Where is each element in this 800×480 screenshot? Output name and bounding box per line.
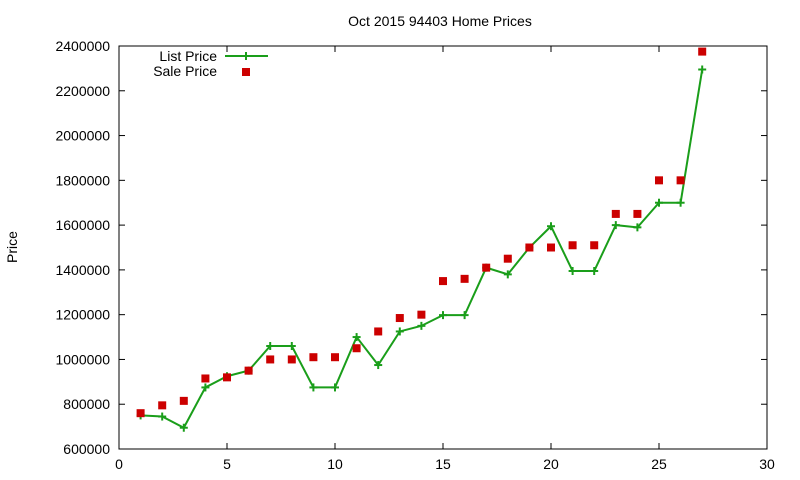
list-price-point <box>331 383 339 392</box>
sale-price-point <box>374 327 383 336</box>
x-tick-label: 5 <box>223 456 231 472</box>
y-tick-label: 600000 <box>63 441 110 457</box>
sale-price-point <box>287 355 296 364</box>
x-tick-label: 15 <box>435 456 451 472</box>
sale-price-point <box>590 241 599 250</box>
list-price-point <box>201 383 210 392</box>
list-price-point <box>655 198 663 207</box>
sale-price-point <box>503 254 512 263</box>
list-price-point <box>547 222 555 231</box>
list-price-point <box>266 342 275 351</box>
chart-title: Oct 2015 94403 Home Prices <box>348 13 532 29</box>
axis-ticks: 0 5 10 15 20 25 30 600000 800000 1000000 1200000 14… <box>55 38 775 472</box>
legend-label-sale-price: Sale Price <box>153 63 217 79</box>
sale-price-point <box>158 401 167 410</box>
sale-price-point <box>309 353 318 362</box>
sale-price-point <box>395 314 404 323</box>
x-tick-label: 0 <box>115 456 123 472</box>
list-price-point <box>611 221 620 230</box>
sale-price-point <box>223 373 231 382</box>
legend-swatch-sale-price <box>242 68 250 76</box>
sale-price-point <box>179 396 188 405</box>
legend: List Price Sale Price <box>153 48 268 79</box>
list-price-point <box>352 333 361 342</box>
y-tick-label: 2000000 <box>55 128 110 144</box>
x-tick-label: 10 <box>327 456 343 472</box>
y-tick-label: 1000000 <box>55 351 110 367</box>
sale-price-point <box>698 47 707 56</box>
sale-price-point <box>439 277 447 286</box>
list-price-point <box>698 65 707 74</box>
x-tick-label: 30 <box>759 456 775 472</box>
sale-price-point <box>547 243 555 252</box>
sale-price-point <box>352 344 361 353</box>
list-price-point <box>179 423 188 432</box>
list-price-point <box>395 327 404 336</box>
list-price-point <box>417 321 426 330</box>
sale-price-point <box>201 374 210 383</box>
sale-price-point <box>655 176 663 185</box>
list-price-point <box>460 311 469 320</box>
list-price-point <box>439 311 447 320</box>
sale-price-point <box>331 353 339 362</box>
y-tick-label: 1400000 <box>55 262 110 278</box>
sale-price-point <box>244 366 253 375</box>
y-tick-label: 2200000 <box>55 83 110 99</box>
y-tick-label: 800000 <box>63 396 110 412</box>
sale-price-point <box>482 263 491 272</box>
sale-price-point <box>460 274 469 283</box>
list-price-point <box>158 412 167 421</box>
y-axis-label: Price <box>4 231 20 263</box>
sale-price-point <box>417 310 426 319</box>
x-tick-label: 25 <box>651 456 667 472</box>
sale-price-point <box>266 355 275 364</box>
sale-price-point <box>136 409 145 418</box>
list-price-point <box>676 198 685 207</box>
y-tick-label: 2400000 <box>55 38 110 54</box>
sale-price-point <box>676 176 685 185</box>
list-price-point <box>590 267 599 276</box>
y-tick-label: 1200000 <box>55 307 110 323</box>
series-layer <box>136 47 707 432</box>
list-price-point <box>309 383 318 392</box>
sale-price-point <box>611 209 620 218</box>
list-price-point <box>568 267 577 276</box>
sale-price-point <box>525 243 534 252</box>
y-tick-label: 1800000 <box>55 172 110 188</box>
sale-price-point <box>568 241 577 250</box>
list-price-point <box>633 223 642 232</box>
y-tick-label: 1600000 <box>55 217 110 233</box>
legend-label-list-price: List Price <box>159 48 217 64</box>
list-price-point <box>287 342 296 351</box>
x-tick-label: 20 <box>543 456 559 472</box>
list-price-point <box>374 361 383 370</box>
sale-price-point <box>633 209 642 218</box>
list-price-point <box>503 270 512 279</box>
plot-frame <box>118 45 768 450</box>
